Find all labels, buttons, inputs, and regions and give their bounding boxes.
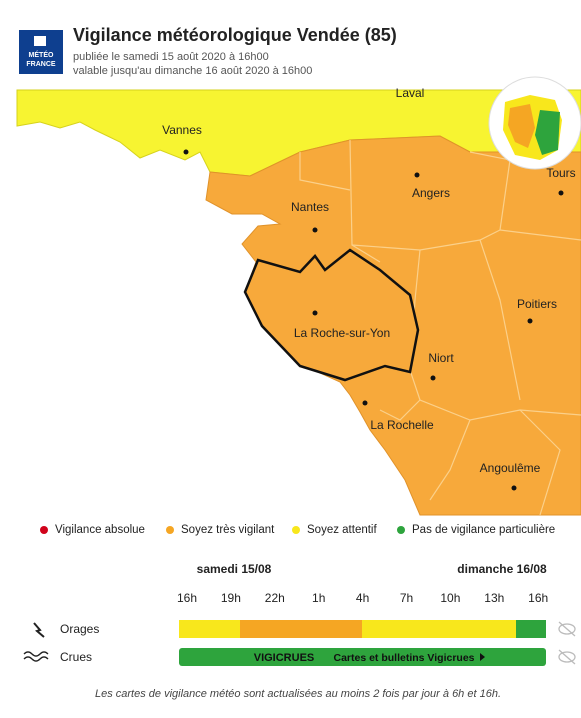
inset <box>488 76 581 170</box>
city-dot <box>558 190 564 196</box>
hour-label: 7h <box>400 591 413 605</box>
city-label: Angoulême <box>480 461 541 475</box>
logo-text: FRANCE <box>26 61 55 68</box>
city-label: La Rochelle <box>370 418 434 432</box>
hour-label: 13h <box>484 591 504 605</box>
row-label: Orages <box>60 622 99 636</box>
footer: Les cartes de vigilance météo sont actua… <box>95 688 501 700</box>
valid: valable jusqu'au dimanche 16 août 2020 à… <box>73 65 312 77</box>
logo-text: MÉTÉO <box>29 50 54 59</box>
city-dot <box>362 400 368 406</box>
city-dot <box>414 172 420 178</box>
city-label: Laval <box>396 86 425 100</box>
legend-dot <box>166 526 174 534</box>
title: Vigilance météorologique Vendée (85) <box>73 25 397 45</box>
vendee <box>243 248 420 382</box>
city-label: Vannes <box>162 123 202 137</box>
legend-label: Vigilance absolue <box>55 524 145 536</box>
vigicrues-bar[interactable] <box>179 648 546 666</box>
hour-label: 16h <box>528 591 548 605</box>
day-label: samedi 15/08 <box>197 562 272 576</box>
published: publiée le samedi 15 août 2020 à 16h00 <box>73 51 269 63</box>
row-label: Crues <box>60 650 92 664</box>
city-dot <box>527 318 533 324</box>
legend-label: Soyez très vigilant <box>181 524 275 536</box>
map: Laval Vannes Angers Tours Nantes La Roche-sur… <box>16 76 581 516</box>
flood-icon <box>23 651 49 662</box>
city-dot <box>312 310 318 316</box>
hour-label: 19h <box>221 591 241 605</box>
city-label: Tours <box>546 166 575 180</box>
hour-label: 4h <box>356 591 369 605</box>
segment-green <box>516 620 546 638</box>
legend-label: Pas de vigilance particulière <box>412 524 555 536</box>
city-label: Poitiers <box>517 297 557 311</box>
hide-icons[interactable] <box>558 621 576 665</box>
city-dot <box>183 149 189 155</box>
storm-icon <box>33 622 45 638</box>
segment-yellow <box>179 620 240 638</box>
city-label: Niort <box>428 351 454 365</box>
hour-label: 10h <box>440 591 460 605</box>
city-label: La Roche-sur-Yon <box>294 326 390 340</box>
city-label: Angers <box>412 186 450 200</box>
segment-yellow <box>362 620 516 638</box>
vigicrues-badge: VIGICRUES <box>254 652 315 664</box>
city-dot <box>511 485 517 491</box>
hour-label: 22h <box>265 591 285 605</box>
hour-label: 16h <box>177 591 197 605</box>
day-label: dimanche 16/08 <box>457 562 547 576</box>
vigicrues-link: Cartes et bulletins Vigicrues <box>333 652 474 664</box>
legend-dot <box>292 526 300 534</box>
legend-dot <box>397 526 405 534</box>
segment-orange <box>240 620 362 638</box>
link-arrow <box>480 653 485 661</box>
city-label: Nantes <box>291 200 329 214</box>
logo-icon <box>34 36 46 46</box>
legend-label: Soyez attentif <box>307 524 377 536</box>
hour-label: 1h <box>312 591 325 605</box>
department-borders <box>299 139 581 516</box>
city-dot <box>312 227 318 233</box>
legend-dot <box>40 526 48 534</box>
city-dot <box>430 375 436 381</box>
